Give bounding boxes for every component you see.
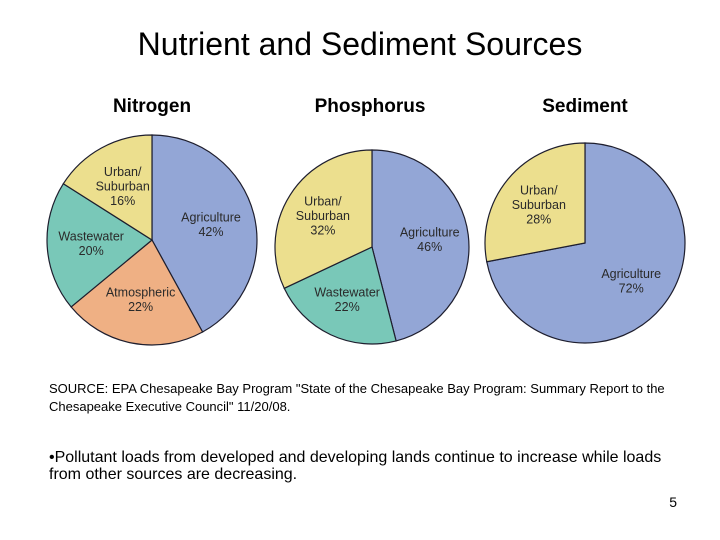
pie-slice-sediment-urban-suburban <box>484 142 586 263</box>
pie-charts: Nitrogen Agriculture 42% Atmospheric 22% Wast… <box>46 96 686 346</box>
pie-label-phosphorus-urban-suburban: Urban/Suburban 32% <box>296 194 350 237</box>
source-citation: SOURCE: EPA Chesapeake Bay Program "Stat… <box>49 381 665 414</box>
pie-label-phosphorus-agriculture: Agriculture 46% <box>400 226 460 255</box>
pie-label-sediment-urban-suburban: Urban/Suburban 28% <box>512 183 566 226</box>
slide-title: Nutrient and Sediment Sources <box>137 26 583 62</box>
page-number: 5 <box>669 494 677 510</box>
pie-slice-nitrogen-urban-suburban <box>62 134 153 242</box>
pie-label-sediment-agriculture: Agriculture 72% <box>601 267 661 296</box>
bullet-point: •Pollutant loads from developed and deve… <box>49 449 662 483</box>
pie-label-phosphorus-wastewater: Wastewater 22% <box>314 285 380 314</box>
pie-title-phosphorus: Phosphorus <box>315 96 426 117</box>
pie-slice-phosphorus-agriculture <box>371 149 470 342</box>
pie-label-nitrogen-wastewater: Wastewater 20% <box>58 230 124 259</box>
pie-slice-nitrogen-agriculture <box>151 134 258 333</box>
pie-title-nitrogen: Nitrogen <box>113 96 191 117</box>
pie-label-nitrogen-urban-suburban: Urban/Suburban 16% <box>96 165 150 208</box>
pie-slice-sediment-agriculture <box>486 142 686 344</box>
pie-slice-nitrogen-wastewater <box>46 182 154 308</box>
pie-slice-phosphorus-wastewater <box>283 246 397 345</box>
pie-slice-phosphorus-urban-suburban <box>274 149 373 290</box>
pie-label-nitrogen-atmospheric: Atmospheric 22% <box>106 286 175 315</box>
pie-title-sediment: Sediment <box>542 96 628 117</box>
pie-slice-nitrogen-atmospheric <box>70 239 204 346</box>
pie-label-nitrogen-agriculture: Agriculture 42% <box>181 211 241 240</box>
